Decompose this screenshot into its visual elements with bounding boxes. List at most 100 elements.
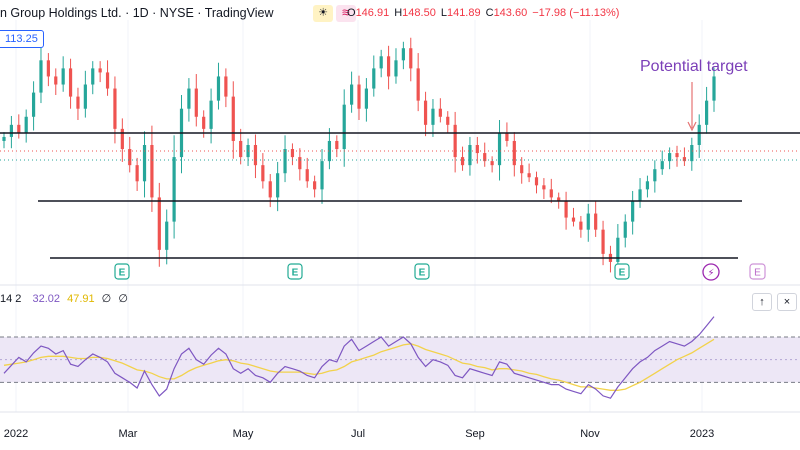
ohlc-label: H [394,7,403,19]
candle-body [668,153,672,162]
candle-body [172,157,176,222]
x-tick-label: Nov [580,428,600,440]
candle-body [483,153,487,162]
arrow-head [687,121,697,132]
wave-icon[interactable]: ≋ [336,5,356,22]
x-tick-label: May [233,428,254,440]
candle-body [446,116,450,125]
earnings-marker[interactable]: E [287,263,303,280]
candle-body [616,237,620,262]
rsi-value: 32.02 [32,293,61,305]
candle-body [216,76,221,101]
candle-body [224,76,228,97]
candle-body [534,177,539,186]
x-tick-label: Jul [351,428,365,440]
candle-body [712,76,716,101]
rsi-ma-line [3,338,715,391]
candle-body [76,96,80,109]
candle-body [120,128,124,150]
rsi-band [0,336,800,383]
earnings-label: E [619,268,626,279]
candle-body [475,145,479,154]
candle-body [520,165,524,174]
ohlc-label: C [485,7,494,19]
candle-body [542,185,546,190]
pane-close-button[interactable]: × [777,293,797,311]
candle-body [690,145,694,162]
candle-body [423,100,428,125]
dividend-circle [702,263,720,281]
candle-body [579,221,583,230]
x-tick-label: Sep [465,428,485,440]
candle-body [194,88,198,117]
candle-body [31,92,36,117]
candle-body [39,60,43,93]
candle-body [394,60,398,77]
annotation-arrow[interactable] [687,82,697,132]
candle-body [202,116,206,129]
candle-body [364,88,368,109]
candle-body [68,68,73,97]
candle-body [638,189,642,202]
candle-body [490,161,494,166]
candle-body [320,161,324,190]
candle-body [283,149,287,174]
rsi-null-1: ∅ [101,293,112,305]
candle-body [564,201,568,218]
candle-body [298,157,302,170]
candle-body [453,124,457,158]
x-tick-label: Mar [119,428,138,440]
candle-body [357,84,361,109]
x-axis: 2022 Mar May Jul Sep Nov 2023 [4,428,714,440]
rsi-params: 14 2 [0,293,22,305]
earnings-box [614,263,630,280]
earnings-box [414,263,430,280]
candle-body [386,56,391,77]
earnings-marker[interactable]: E [114,263,130,280]
future-earnings-marker[interactable]: E [749,263,766,280]
rsi-lines [3,316,715,399]
candle-body [335,140,339,150]
candle-body [401,48,405,61]
price-tag: 113.25 [0,30,44,48]
candle-body [660,161,664,170]
candle-body [2,136,6,141]
chart-title: n Group Holdings Ltd. · 1D · NYSE · Trad… [0,6,274,20]
candle-body [268,181,272,198]
candle-body [17,124,21,133]
candle-body [645,181,650,190]
candle-body [98,68,102,73]
candle-body [697,124,701,145]
candle-body [372,68,376,89]
candle-body [253,145,258,166]
candle-body [150,145,154,198]
pane-up-button[interactable]: ↑ [752,293,772,311]
earnings-label: E [119,268,126,279]
candle-body [261,165,265,182]
horizontal-levels[interactable] [0,132,800,259]
ohlc-label: O [347,7,356,19]
lightning-icon: ⚡ [707,268,714,279]
candle-body [290,149,295,158]
rsi-ma-value: 47.91 [67,293,95,305]
ohlc-value: −17.98 (−11.13%) [532,7,620,19]
earnings-marker[interactable]: E [614,263,630,280]
ohlc-value: 148.50 [402,7,436,19]
candle-body [601,229,605,254]
x-tick-label: 2022 [4,428,28,440]
x-tick-label: 2023 [690,428,714,440]
future-earnings-box [749,263,766,280]
candle-body [187,88,191,109]
candle-body [379,56,383,69]
sun-icon[interactable]: ☀ [313,5,333,22]
earnings-marker[interactable]: E [414,263,430,280]
candle-body [431,108,435,125]
annotation-text[interactable]: Potential target [640,58,748,75]
candle-body [135,165,139,182]
dividend-marker[interactable]: ⚡ [702,263,720,281]
candle-body [24,116,28,133]
event-markers[interactable]: E E E E ⚡ E [114,263,766,281]
candle-body [586,213,590,230]
candle-body [165,221,169,250]
